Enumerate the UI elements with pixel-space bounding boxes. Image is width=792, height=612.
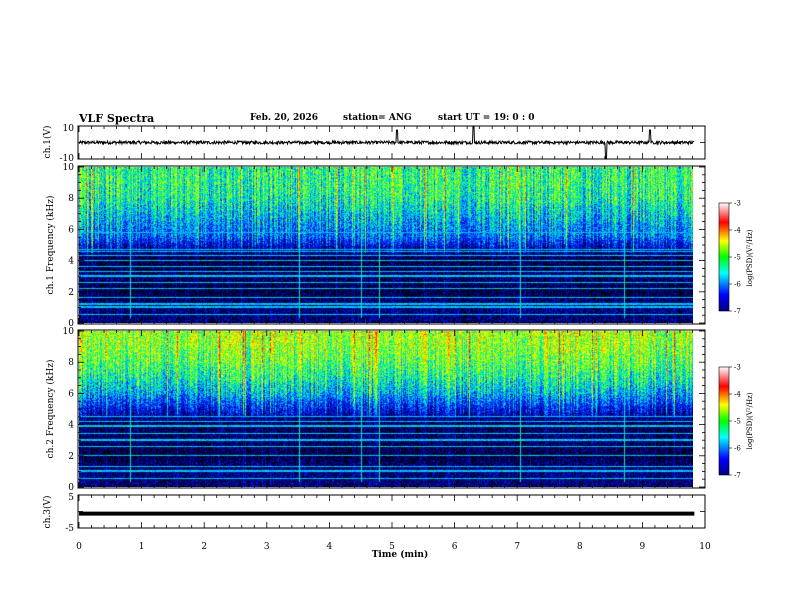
- station-label: station= ANG: [343, 113, 412, 123]
- time-tick-label: 9: [640, 542, 646, 552]
- time-tick-label: 6: [452, 542, 458, 552]
- ch2-spectrogram-ytick-label: 2: [68, 452, 74, 462]
- ch1-colorbar-label: log(PSD)(V²/Hz): [746, 229, 754, 286]
- chart-title: VLF Spectra: [79, 112, 155, 125]
- ch1-waveform-trace: [78, 126, 695, 159]
- ch3-waveform-ylabel: ch.3(V): [42, 496, 53, 529]
- ch2-spectrogram-ytick-label: 6: [68, 389, 74, 399]
- time-axis-tick-labels: 0 1 2 3 4 5 6 7 8 9 10: [76, 542, 711, 552]
- ch2-spectrogram-ytick-label: 8: [68, 358, 74, 368]
- ch1-spectrogram-ytick-label: 10: [63, 163, 75, 173]
- ch1-ytick-top: 10: [63, 124, 75, 134]
- ch1-colorbar-tick-label: -4: [734, 227, 741, 235]
- ch2-colorbar-tick-label: -3: [734, 364, 741, 372]
- time-tick-label: 10: [699, 542, 711, 552]
- ch1-spectrogram-ytick-label: 8: [68, 194, 74, 204]
- ch1-colorbar-tick-label: -7: [734, 308, 741, 316]
- ch1-spectrogram-ytick-label: 4: [68, 257, 74, 267]
- ch1-spectrogram-ytick-label: 6: [68, 225, 74, 235]
- time-tick-label: 0: [76, 542, 82, 552]
- recording-date: Feb. 20, 2026: [250, 113, 319, 123]
- ch1-spectrogram-heatmap: [79, 167, 693, 323]
- ch1-colorbar: [718, 202, 730, 312]
- ch2-colorbar-tick-label: -6: [734, 445, 741, 453]
- time-tick-label: 7: [514, 542, 520, 552]
- ch1-ytick-bottom: -10: [60, 154, 75, 164]
- ch3-ytick-top: 5: [68, 493, 74, 503]
- time-tick-label: 1: [139, 542, 145, 552]
- time-axis-ticks: [78, 125, 706, 529]
- ch2-spectrogram-ytick-label: 10: [63, 327, 75, 337]
- ch1-colorbar-tick-label: -3: [734, 200, 741, 208]
- ch2-colorbar-tick-label: -4: [734, 391, 741, 399]
- time-tick-label: 5: [389, 542, 395, 552]
- time-axis-label: Time (min): [372, 549, 429, 560]
- ch2-spectrogram-ytick-label: 0: [68, 483, 74, 493]
- ch2-spectrogram-ylabel: ch.2 Frequency (kHz): [45, 360, 56, 459]
- ch2-colorbar: [718, 366, 730, 476]
- time-tick-label: 4: [327, 542, 333, 552]
- ch3-waveform-frame: [77, 494, 706, 529]
- start-time-label: start UT = 19: 0 : 0: [438, 113, 535, 123]
- ch2-colorbar-tick-label: -5: [734, 418, 741, 426]
- ch1-spectrogram-ytick-label: 0: [68, 319, 74, 329]
- ch2-colorbar-label: log(PSD)(V²/Hz): [746, 392, 754, 449]
- time-tick-label: 3: [264, 542, 270, 552]
- ch2-spectrogram-ytick-label: 4: [68, 421, 74, 431]
- ch1-colorbar-tick-label: -6: [734, 281, 741, 289]
- time-tick-label: 8: [577, 542, 583, 552]
- time-tick-label: 2: [201, 542, 207, 552]
- ch1-spectrogram-ytick-label: 2: [68, 288, 74, 298]
- ch1-spectrogram-ylabel: ch.1 Frequency (kHz): [45, 196, 56, 295]
- ch1-waveform-ylabel: ch.1(V): [42, 126, 53, 159]
- ch3-ytick-bottom: -5: [65, 524, 74, 534]
- ch1-colorbar-tick-label: -5: [734, 254, 741, 262]
- ch2-colorbar-tick-label: -7: [734, 472, 741, 480]
- ch2-spectrogram-heatmap: [79, 331, 693, 487]
